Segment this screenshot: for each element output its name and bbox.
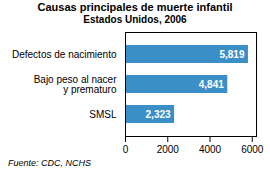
svg-text:6000: 6000 bbox=[241, 144, 264, 155]
svg-text:SMSL: SMSL bbox=[89, 109, 117, 120]
svg-text:2,323: 2,323 bbox=[146, 109, 171, 120]
svg-text:2000: 2000 bbox=[157, 144, 180, 155]
html-text:Causas principales de muerte i: Causas principales de muerte infantil bbox=[37, 1, 233, 13]
html-text:Fuente: CDC, NCHS: Fuente: CDC, NCHS bbox=[8, 158, 91, 168]
svg-text:Defectos de nacimiento: Defectos de nacimiento bbox=[12, 49, 117, 60]
svg-text:5,819: 5,819 bbox=[219, 49, 244, 60]
svg-text:4000: 4000 bbox=[199, 144, 222, 155]
svg-text:4,841: 4,841 bbox=[199, 79, 224, 90]
html-text:Estados Unidos, 2006: Estados Unidos, 2006 bbox=[83, 14, 187, 25]
svg-text:Bajo peso al nacery prematuro: Bajo peso al nacery prematuro bbox=[34, 74, 118, 95]
svg-text:0: 0 bbox=[123, 144, 129, 155]
